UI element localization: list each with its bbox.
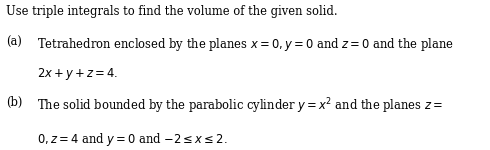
Text: $0, z = 4$ and $y = 0$ and $-2 \leq x \leq 2.$: $0, z = 4$ and $y = 0$ and $-2 \leq x \l… <box>37 130 227 147</box>
Text: (b): (b) <box>6 96 22 109</box>
Text: Use triple integrals to find the volume of the given solid.: Use triple integrals to find the volume … <box>6 4 338 18</box>
Text: (a): (a) <box>6 36 22 49</box>
Text: The solid bounded by the parabolic cylinder $y = x^2$ and the planes $z =$: The solid bounded by the parabolic cylin… <box>37 96 443 116</box>
Text: Tetrahedron enclosed by the planes $x = 0, y = 0$ and $z = 0$ and the plane: Tetrahedron enclosed by the planes $x = … <box>37 36 454 53</box>
Text: $2x + y + z = 4.$: $2x + y + z = 4.$ <box>37 66 118 82</box>
